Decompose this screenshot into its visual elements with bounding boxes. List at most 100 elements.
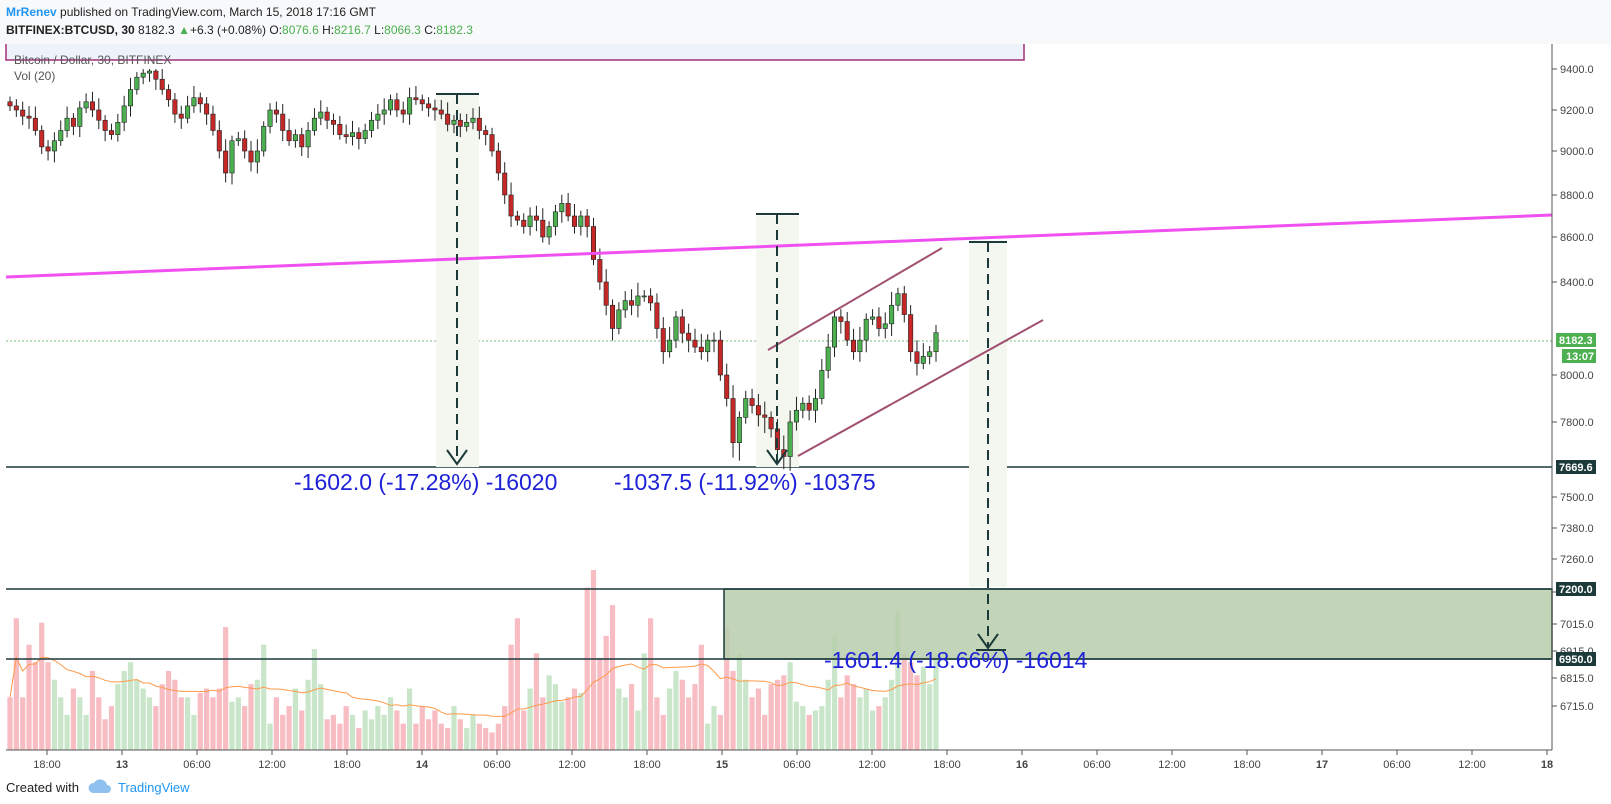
candle-body [223,150,229,174]
time-tick-label: 12:00 [1158,759,1186,771]
volume-bar [127,662,134,750]
price-tick-label: 7800.0 [1560,417,1594,429]
candle-body [793,409,799,423]
time-axis[interactable]: 18:00 13 06:00 12:00 18:00 14 06:00 12:00 18:00 1… [33,750,1553,771]
volume-bar [292,688,299,750]
candle-body [679,316,685,334]
channel-upper[interactable] [767,247,943,351]
candle-body [432,107,438,111]
volume-bar [7,697,13,750]
volume-bar [933,653,939,750]
candle-body [337,124,343,135]
author-link[interactable]: MrRenev [6,5,57,19]
volume-bar [495,723,501,750]
candle-body [413,97,419,101]
candle-body [876,316,882,329]
candle-body [914,351,920,364]
channel-lower[interactable] [797,319,1044,457]
volume-bar [20,697,26,750]
time-tick-label: 06:00 [783,759,811,771]
volume-bar [197,692,203,750]
volume-bar [578,692,584,750]
candle-body [616,309,622,329]
candle-body [571,215,577,227]
candle-body [540,219,546,238]
countdown-tag [1562,349,1596,363]
time-tick-label: 18:00 [333,759,361,771]
candle-body [603,281,609,306]
candle-body [686,332,692,341]
candle-body [280,113,286,131]
candle-body [800,402,806,411]
candle-body [635,295,641,306]
candle-body [787,421,793,457]
volume-bar [781,675,787,750]
volume-bar [184,697,191,750]
trendline[interactable] [5,213,1553,279]
volume-bar [863,688,869,750]
volume-bar [559,701,565,750]
volume-bar [64,714,70,750]
candle-body [400,109,406,115]
volume-bar [445,728,451,750]
candle-body [819,370,825,399]
price-axis[interactable]: 9400.0 9200.0 9000.0 8800.0 8600.0 8400.0 8000… [1552,64,1594,713]
volume-bar [51,679,57,750]
price-tick-label: 8400.0 [1560,277,1594,289]
candle-body [210,113,216,131]
volume-bar [901,653,907,750]
candle-body [166,89,172,101]
candle-body [121,105,127,123]
volume-bar [58,697,64,750]
candle-body [584,215,590,227]
volume-bar [565,697,571,750]
price-tick-label: 7380.0 [1560,523,1594,535]
candle-body [889,304,895,325]
candle-body [153,70,159,80]
tradingview-link[interactable]: TradingView [118,780,190,795]
candle-body [832,316,838,348]
volume-bar [165,670,172,750]
open-value: 8076.6 [282,23,319,37]
candle-body [565,203,571,217]
support-price-tag-text: 7669.6 [1559,462,1593,474]
candle-body [901,293,907,315]
candle-body [26,115,32,119]
change-text: +6.3 (+0.08%) [189,23,267,37]
candle-body [356,132,362,140]
candle-body [464,122,470,127]
volume-bar [267,723,273,750]
candle-body [83,101,89,109]
volume-bar [654,697,660,750]
candle-body [882,323,888,329]
price-chart[interactable]: Bitcoin / Dollar, 30, BITFINEX Vol (20) … [0,44,1611,772]
measure-2-arrowhead-icon [766,449,788,466]
volume-bar [800,706,806,750]
close-value: 8182.3 [436,23,473,37]
candle-body [451,119,457,125]
candle-body [698,346,704,353]
volume-bar [838,697,844,750]
candle-body [711,339,717,342]
candle-body [381,109,387,115]
volume-bar [286,706,292,750]
volume-bar [153,706,159,750]
symbol-text[interactable]: BITFINEX:BTCUSD, 30 [6,23,135,37]
candle-body [147,70,153,74]
candle-body [755,405,761,416]
candle-body [717,339,723,376]
volume-bar [115,684,121,750]
candle-body [857,339,863,353]
candle-body [96,109,102,121]
candle-body [514,215,520,221]
candle-body [178,113,184,119]
volume-bar [235,697,241,750]
volume-bar [159,684,165,750]
volume-bar [273,697,279,750]
candle-body [172,99,178,115]
volume-bar [667,688,673,750]
volume-bar [223,627,229,750]
price-tick-label: 7500.0 [1560,492,1594,504]
volume-bar [717,714,723,750]
measure-1-arrowhead-icon [446,449,468,466]
